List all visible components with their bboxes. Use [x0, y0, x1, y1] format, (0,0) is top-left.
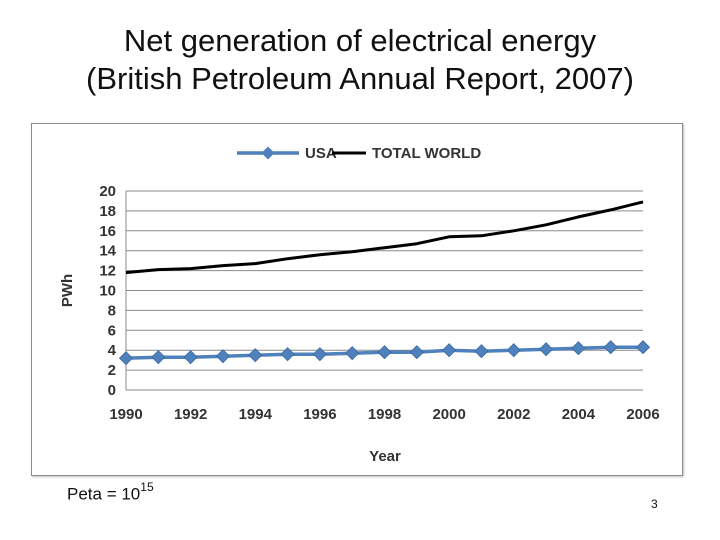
data-point-usa-1997	[345, 346, 360, 361]
data-point-usa-2003	[538, 342, 554, 357]
chart-frame: 0 2 4 6 8 10 12 14 16 18 20 1990 1992 1994 1996 1998 200…	[31, 123, 683, 476]
y-tick-label-20: 20	[99, 183, 116, 200]
title-line-2: (British Petroleum Annual Report, 2007)	[86, 61, 634, 96]
x-tick-label-1998: 1998	[368, 406, 401, 423]
data-point-usa-1995	[280, 347, 295, 362]
y-tick-label-0: 0	[108, 382, 116, 399]
data-point-usa-2006	[635, 340, 651, 355]
series-line-total-world	[125, 200, 644, 275]
footnote-text: Peta = 10	[67, 484, 141, 504]
x-tick-label-1994: 1994	[239, 406, 273, 423]
footnote: Peta = 1015	[67, 480, 154, 505]
x-tick-label-1992: 1992	[174, 406, 207, 423]
page-number: 3	[651, 497, 658, 511]
x-tick-label-2004: 2004	[562, 406, 596, 423]
y-tick-label-6: 6	[108, 322, 116, 339]
data-point-usa-1996	[312, 347, 327, 362]
x-axis-label: Year	[369, 448, 401, 465]
y-tick-label-10: 10	[99, 283, 116, 300]
x-tick-label-2000: 2000	[432, 406, 465, 423]
legend-label-total-world: TOTAL WORLD	[372, 145, 481, 162]
legend-label-usa: USA	[305, 145, 337, 162]
data-point-usa-1999	[409, 345, 424, 360]
title-line-1: Net generation of electrical energy	[123, 23, 597, 58]
y-tick-label-4: 4	[108, 342, 117, 359]
data-point-usa-1993	[215, 349, 231, 364]
data-point-usa-1990	[118, 351, 134, 366]
y-tick-label-12: 12	[99, 263, 116, 280]
data-point-usa-2005	[603, 340, 618, 355]
x-tick-label-2006: 2006	[626, 406, 659, 423]
data-point-usa-2004	[571, 341, 586, 356]
line-chart: 0 2 4 6 8 10 12 14 16 18 20 1990 1992 1994 1996 1998 200…	[59, 145, 660, 465]
data-point-usa-1992	[183, 350, 198, 365]
y-tick-label-2: 2	[108, 362, 116, 379]
y-tick-label-16: 16	[99, 223, 116, 240]
y-tick-label-18: 18	[99, 203, 116, 220]
x-tick-label-1990: 1990	[109, 406, 142, 423]
y-tick-label-8: 8	[108, 302, 116, 319]
footnote-exponent: 15	[140, 480, 154, 494]
slide-title: Net generation of electrical energy (Bri…	[0, 22, 720, 98]
data-point-usa-2000	[442, 343, 457, 358]
legend-marker-usa	[261, 146, 275, 160]
data-point-usa-2002	[506, 343, 521, 358]
x-tick-label-2002: 2002	[497, 406, 530, 423]
y-tick-label-14: 14	[99, 243, 116, 260]
x-tick-label-1996: 1996	[303, 406, 336, 423]
data-point-usa-1994	[248, 348, 263, 363]
data-point-usa-2001	[474, 344, 489, 359]
data-point-usa-1998	[377, 345, 392, 360]
y-axis-label: PWh	[59, 274, 76, 307]
data-point-usa-1991	[151, 350, 166, 365]
